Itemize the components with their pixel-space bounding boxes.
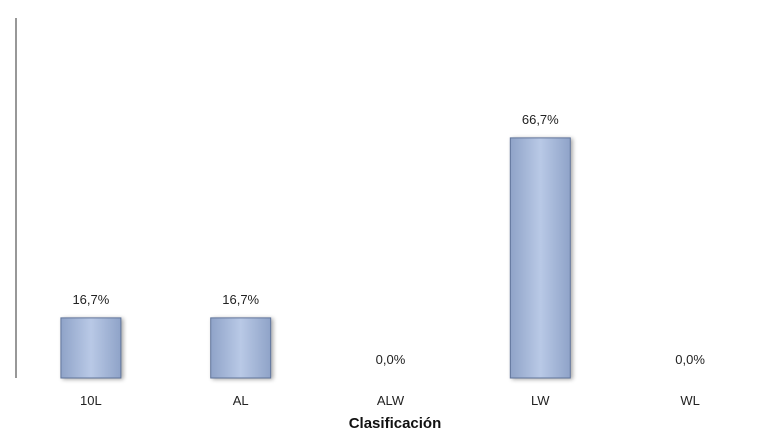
bar-lw [509, 137, 571, 379]
axes [15, 18, 765, 381]
bars [60, 137, 571, 379]
x-tick-label-wl: WL [680, 393, 700, 408]
x-axis-title: Clasificación [349, 415, 442, 431]
data-labels: 16,7% 16,7% 0,0% 66,7% 0,0% [72, 112, 705, 367]
bar-10l [60, 317, 122, 379]
x-tick-label-alw: ALW [377, 393, 405, 408]
data-label-lw: 66,7% [522, 112, 559, 127]
data-label-10l: 16,7% [72, 292, 109, 307]
x-tick-label-al: AL [233, 393, 249, 408]
data-label-al: 16,7% [222, 292, 259, 307]
x-tick-label-lw: LW [531, 393, 550, 408]
data-label-alw: 0,0% [376, 352, 406, 367]
data-label-wl: 0,0% [675, 352, 705, 367]
x-tick-labels: 10L AL ALW LW WL [80, 393, 700, 408]
x-tick-label-10l: 10L [80, 393, 102, 408]
bar-al [210, 317, 272, 379]
